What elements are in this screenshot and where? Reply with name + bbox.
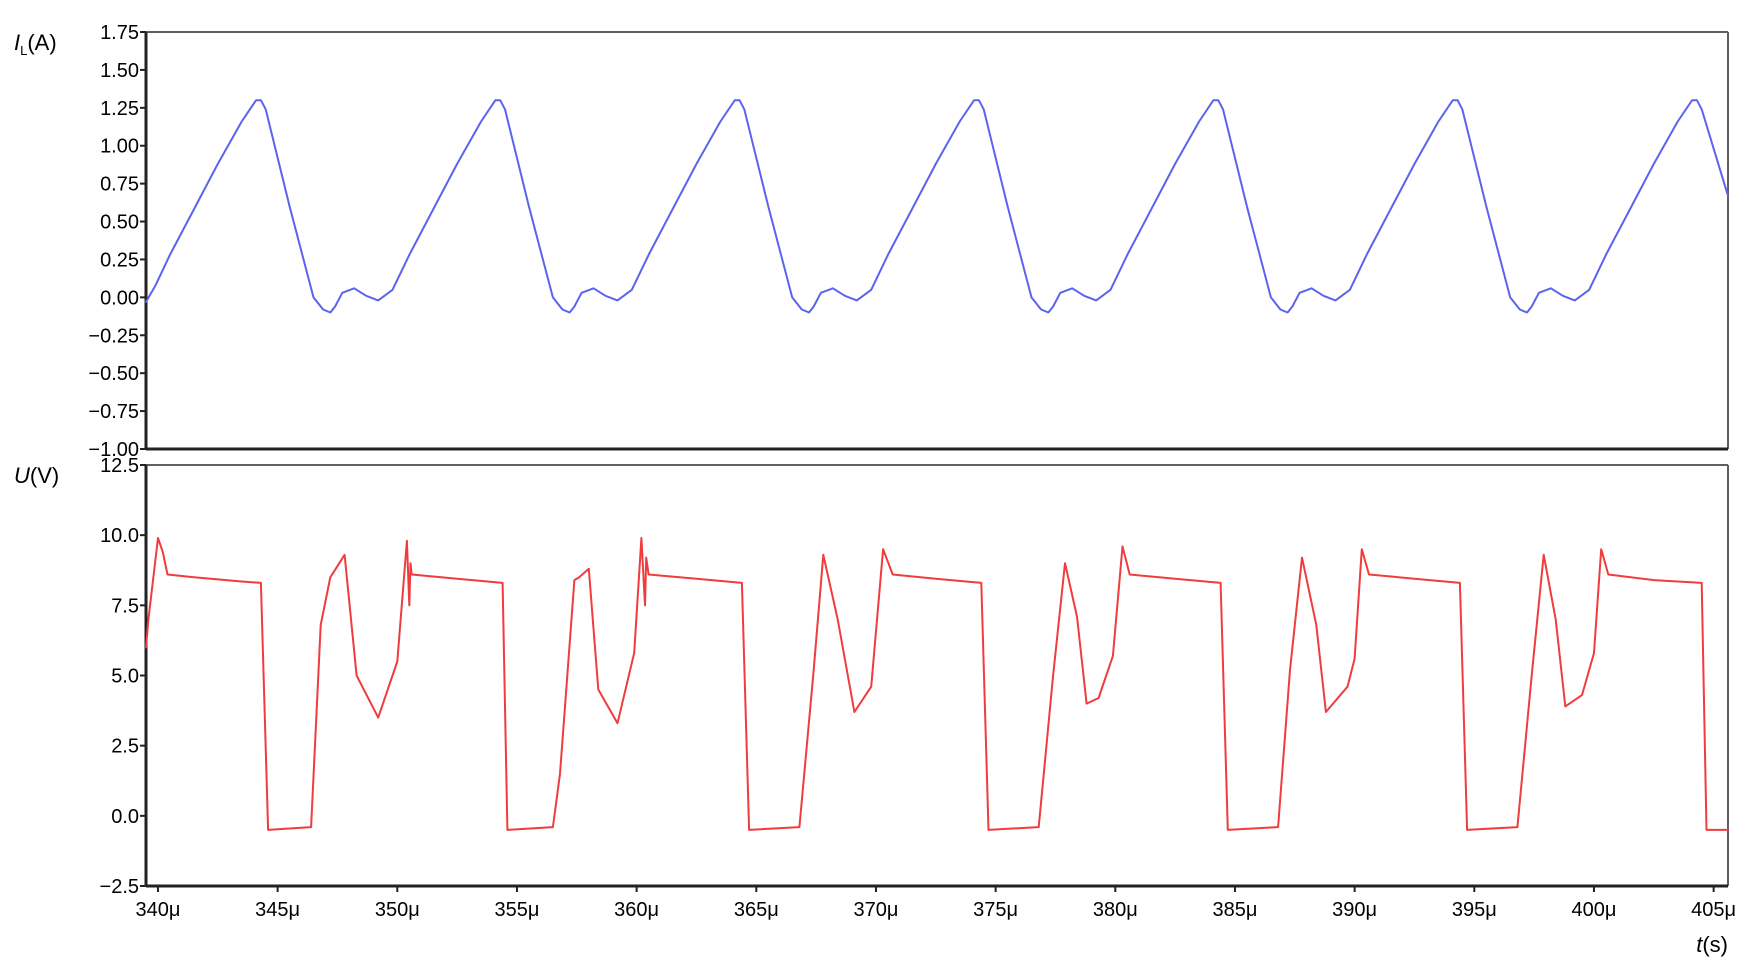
voltage-x-tick-label: 350μ — [375, 899, 420, 921]
current-y-tick-label: −1.00 — [88, 439, 139, 461]
voltage-y-label-unit: (V) — [30, 463, 59, 488]
voltage-x-label-symbol: t — [1696, 932, 1703, 957]
voltage-x-tick-label: 405μ — [1691, 899, 1736, 921]
voltage-x-tick-label: 375μ — [973, 899, 1018, 921]
voltage-y-tick-label: 2.5 — [111, 736, 139, 758]
voltage-y-tick-label: 0.0 — [111, 806, 139, 828]
voltage-y-tick-label: −2.5 — [100, 876, 139, 898]
voltage-y-axis-label: U(V) — [14, 463, 59, 488]
current-y-label-unit: (A) — [27, 30, 56, 55]
current-series-line — [145, 99, 1729, 314]
current-y-tick-label: −0.75 — [88, 401, 139, 423]
current-y-axis-label: IL(A) — [14, 30, 57, 58]
current-y-tick-label: 1.50 — [100, 60, 139, 82]
current-y-tick-label: 0.75 — [100, 174, 139, 196]
voltage-x-tick-label: 355μ — [495, 899, 540, 921]
current-y-tick-label: −0.50 — [88, 363, 139, 385]
voltage-y-label-symbol: U — [14, 463, 30, 488]
voltage-x-tick-label: 365μ — [734, 899, 779, 921]
current-panel: 1.75 1.50 1.25 1.00 0.75 0.50 0.25 0.00 −0.25 −0.… — [14, 22, 1729, 461]
voltage-x-tick-label: 345μ — [255, 899, 300, 921]
voltage-panel: 12.5 10.0 7.5 5.0 2.5 0.0 −2.5 U(V) 340μ 345μ 350μ… — [14, 455, 1736, 957]
voltage-x-tick-label: 360μ — [614, 899, 659, 921]
current-y-tick-label: 1.75 — [100, 22, 139, 44]
voltage-y-tick-label: 10.0 — [100, 525, 139, 547]
voltage-y-tick-label: 12.5 — [100, 455, 139, 477]
current-y-tick-label: 0.00 — [100, 287, 139, 309]
voltage-x-tick-label: 400μ — [1572, 899, 1617, 921]
voltage-x-tick-label: 395μ — [1452, 899, 1497, 921]
voltage-x-tick-label: 390μ — [1332, 899, 1377, 921]
voltage-x-tick-label: 380μ — [1093, 899, 1138, 921]
voltage-x-tick-label: 370μ — [854, 899, 899, 921]
voltage-x-axis-label: t(s) — [1696, 932, 1728, 957]
current-y-tick-label: 0.25 — [100, 249, 139, 271]
current-y-label-subscript: L — [20, 43, 27, 58]
voltage-y-tick-label: 5.0 — [111, 666, 139, 688]
current-y-tick-label: 0.50 — [100, 212, 139, 234]
voltage-y-tick-label: 7.5 — [111, 595, 139, 617]
current-y-tick-label: 1.25 — [100, 98, 139, 120]
voltage-series-line — [145, 537, 1729, 831]
voltage-x-label-unit: (s) — [1702, 932, 1728, 957]
current-y-tick-label: 1.00 — [100, 136, 139, 158]
current-y-tick-label: −0.25 — [88, 325, 139, 347]
voltage-x-tick-label: 385μ — [1213, 899, 1258, 921]
current-y-label-symbol: I — [14, 30, 20, 55]
voltage-x-tick-label: 340μ — [136, 899, 181, 921]
